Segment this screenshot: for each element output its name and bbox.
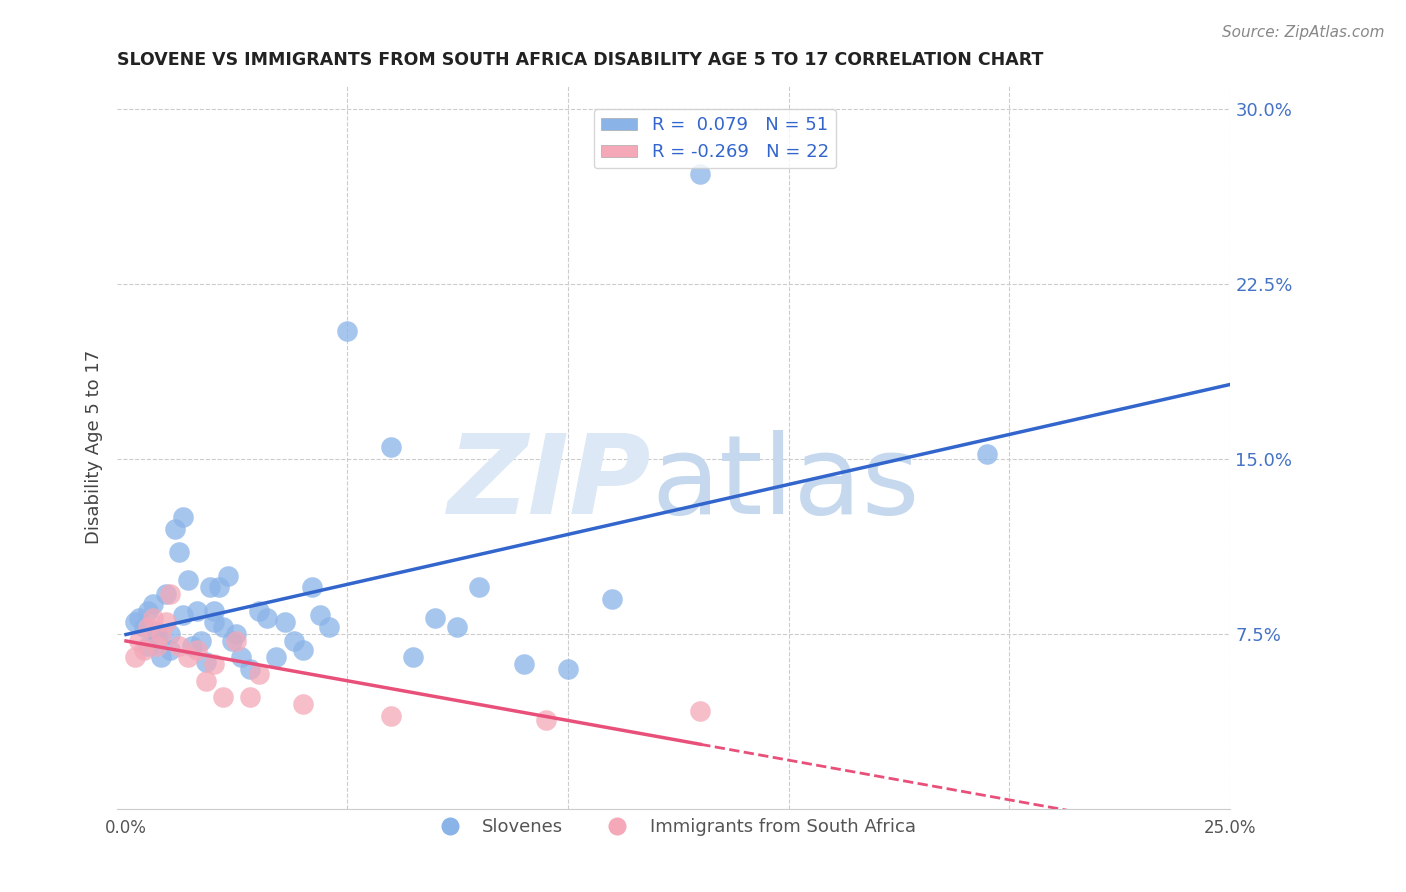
Point <box>446 620 468 634</box>
Point <box>256 611 278 625</box>
Point <box>190 634 212 648</box>
Point <box>534 714 557 728</box>
Point <box>512 657 534 672</box>
Point <box>225 627 247 641</box>
Point <box>402 650 425 665</box>
Point <box>689 704 711 718</box>
Y-axis label: Disability Age 5 to 17: Disability Age 5 to 17 <box>86 351 103 544</box>
Point <box>212 620 235 634</box>
Point <box>150 650 173 665</box>
Point <box>380 708 402 723</box>
Point <box>141 597 163 611</box>
Text: Source: ZipAtlas.com: Source: ZipAtlas.com <box>1222 25 1385 40</box>
Point <box>689 167 711 181</box>
Point <box>976 447 998 461</box>
Point <box>186 604 208 618</box>
Point <box>291 697 314 711</box>
Point <box>132 643 155 657</box>
Point <box>167 639 190 653</box>
Point <box>136 604 159 618</box>
Point <box>264 650 287 665</box>
Point <box>291 643 314 657</box>
Point <box>172 510 194 524</box>
Point <box>239 662 262 676</box>
Point <box>181 639 204 653</box>
Point <box>146 639 169 653</box>
Point <box>283 634 305 648</box>
Point <box>208 580 231 594</box>
Point <box>186 643 208 657</box>
Point <box>172 608 194 623</box>
Point <box>274 615 297 630</box>
Point <box>202 657 225 672</box>
Point <box>159 627 181 641</box>
Point <box>159 643 181 657</box>
Point <box>380 440 402 454</box>
Point <box>194 673 217 688</box>
Point <box>155 615 177 630</box>
Point <box>167 545 190 559</box>
Point <box>202 604 225 618</box>
Text: SLOVENE VS IMMIGRANTS FROM SOUTH AFRICA DISABILITY AGE 5 TO 17 CORRELATION CHART: SLOVENE VS IMMIGRANTS FROM SOUTH AFRICA … <box>117 51 1043 69</box>
Point <box>146 632 169 646</box>
Point <box>301 580 323 594</box>
Point <box>247 604 270 618</box>
Point <box>247 666 270 681</box>
Point <box>128 611 150 625</box>
Point <box>136 620 159 634</box>
Point <box>136 639 159 653</box>
Point <box>309 608 332 623</box>
Point <box>221 634 243 648</box>
Point <box>141 611 163 625</box>
Point <box>128 634 150 648</box>
Point <box>318 620 340 634</box>
Point <box>557 662 579 676</box>
Point <box>194 655 217 669</box>
Point <box>132 620 155 634</box>
Point <box>198 580 221 594</box>
Point <box>336 324 359 338</box>
Point <box>600 592 623 607</box>
Point <box>146 624 169 639</box>
Point <box>155 587 177 601</box>
Point <box>217 568 239 582</box>
Text: atlas: atlas <box>651 430 920 537</box>
Point <box>177 574 200 588</box>
Point <box>124 650 146 665</box>
Point <box>177 650 200 665</box>
Point <box>124 615 146 630</box>
Legend: Slovenes, Immigrants from South Africa: Slovenes, Immigrants from South Africa <box>425 811 924 844</box>
Point <box>150 627 173 641</box>
Point <box>229 650 252 665</box>
Point <box>468 580 491 594</box>
Point <box>202 615 225 630</box>
Point <box>239 690 262 704</box>
Point <box>225 634 247 648</box>
Point <box>212 690 235 704</box>
Text: ZIP: ZIP <box>449 430 651 537</box>
Point <box>163 522 186 536</box>
Point <box>159 587 181 601</box>
Point <box>425 611 447 625</box>
